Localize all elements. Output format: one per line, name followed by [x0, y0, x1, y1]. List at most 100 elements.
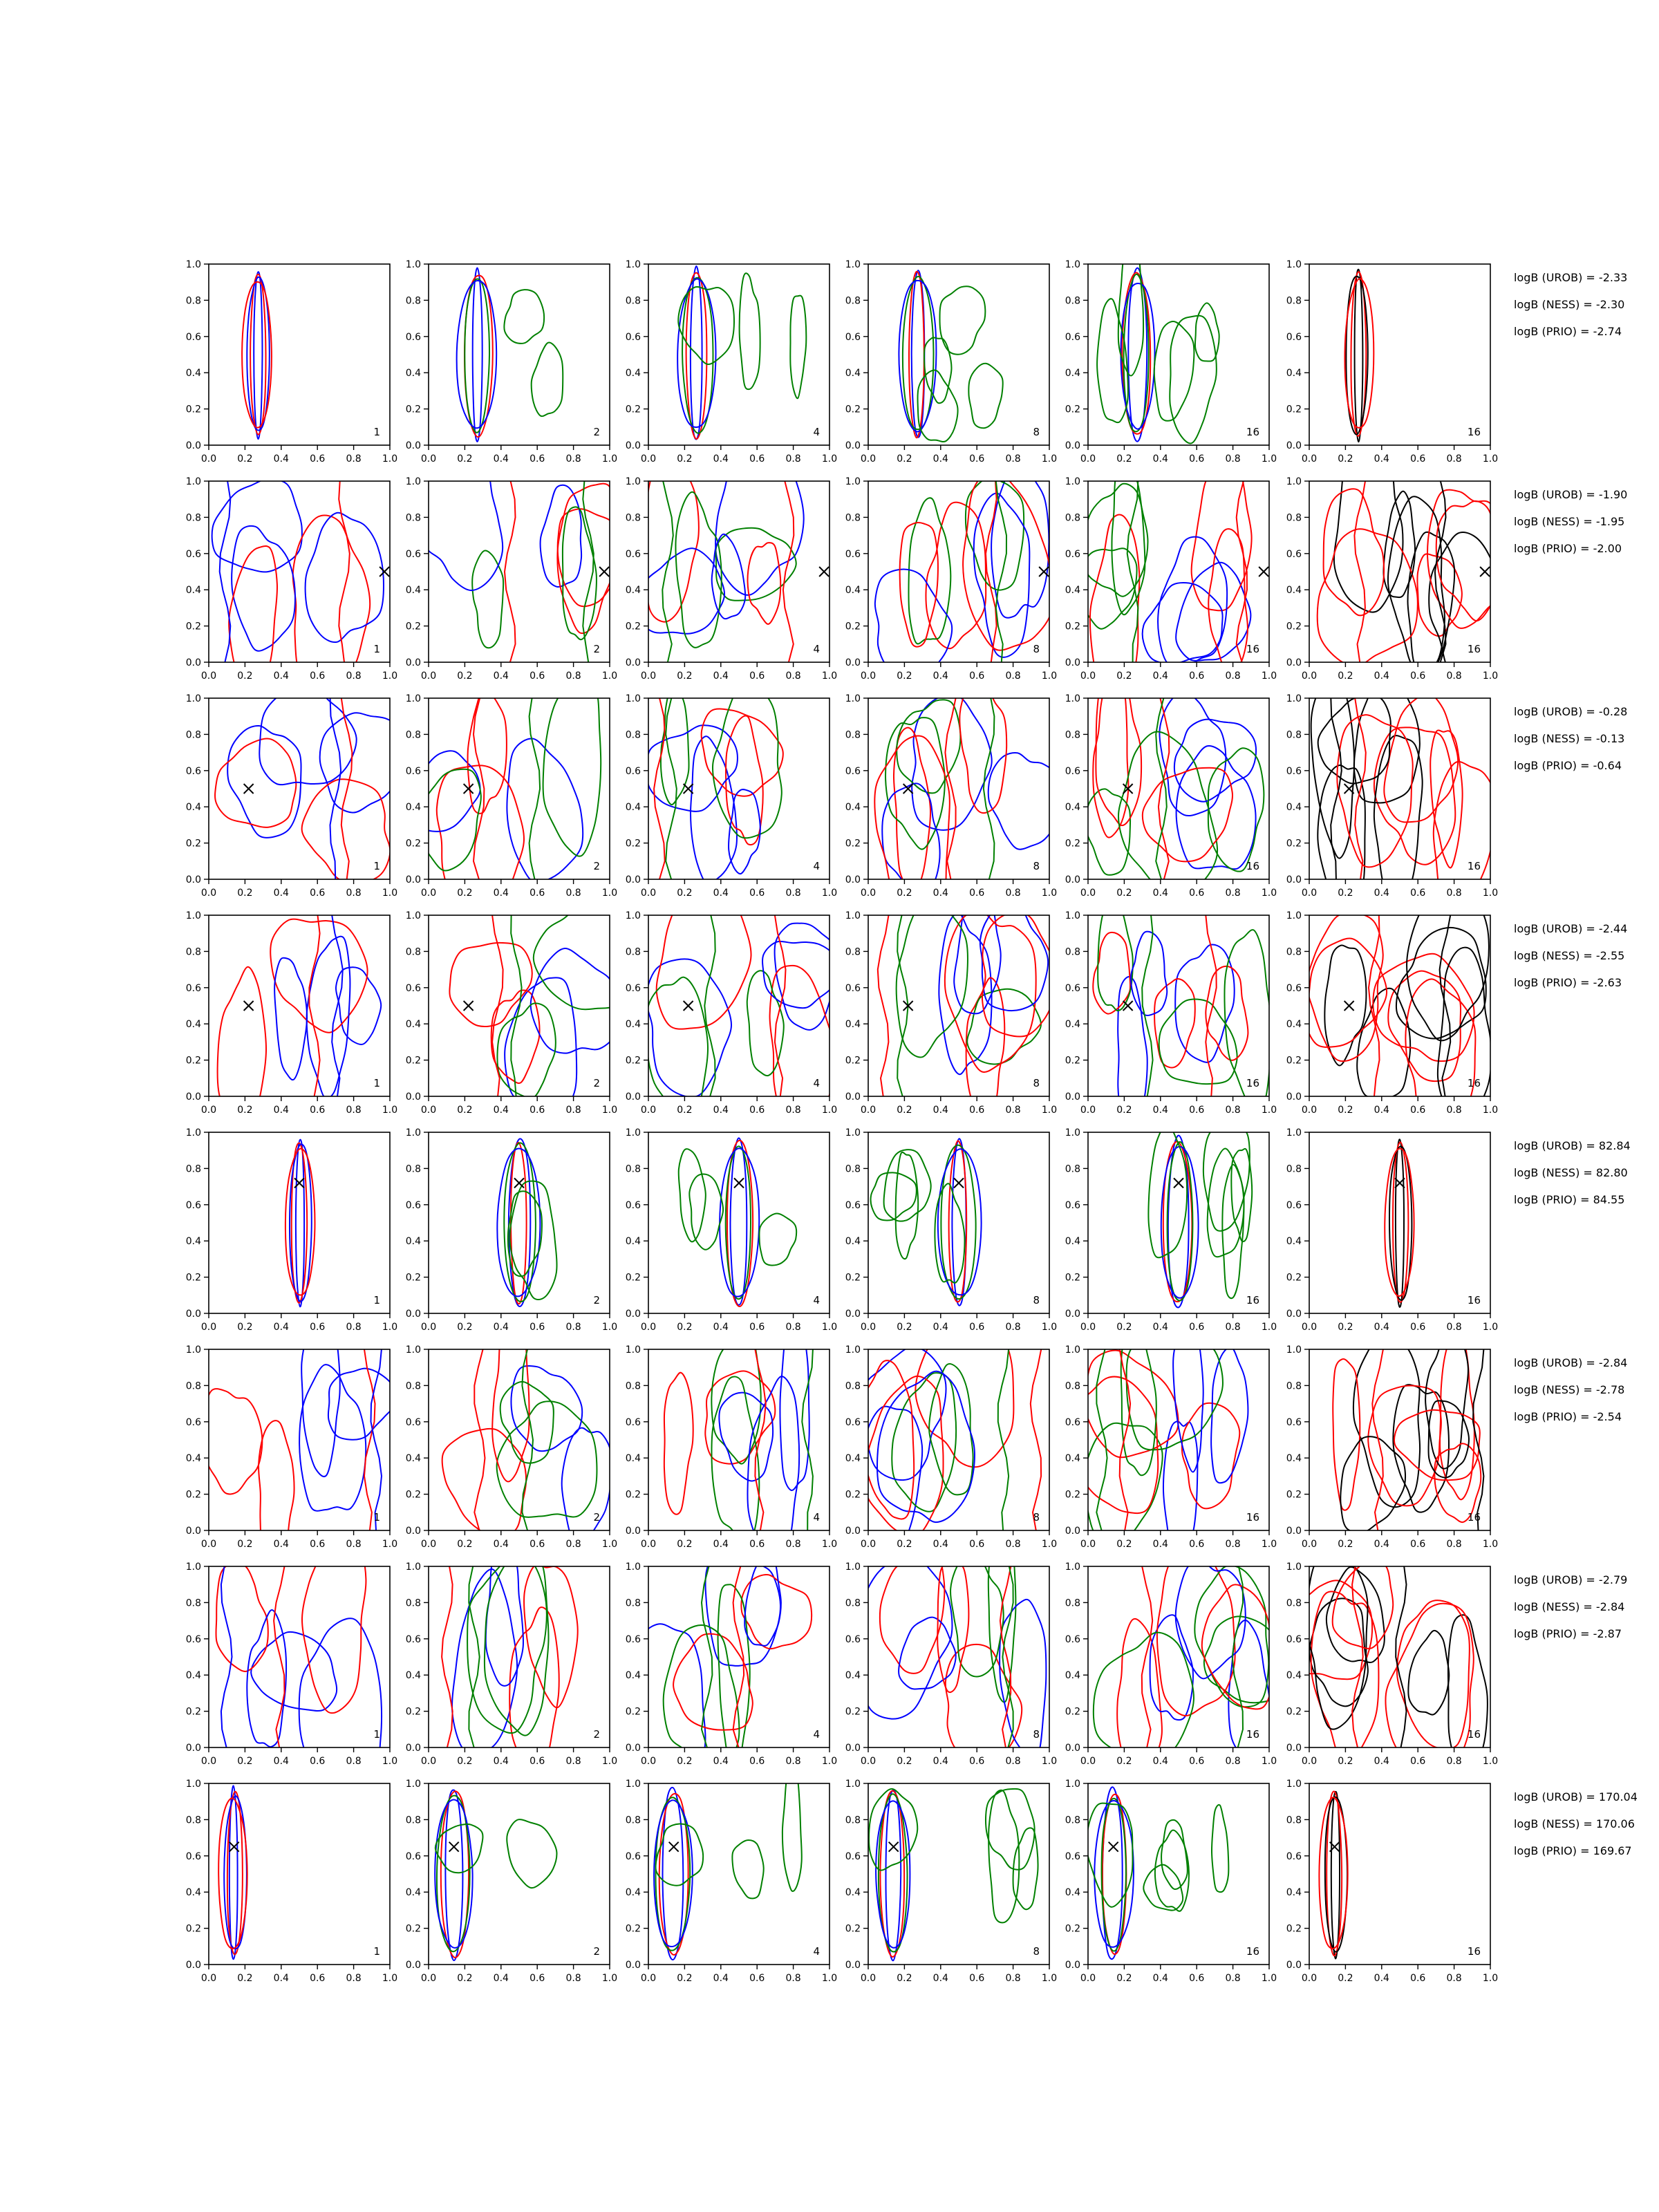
contour-line	[1317, 698, 1391, 785]
contour-line	[1201, 1584, 1269, 1710]
contour-group	[868, 1349, 1042, 1530]
x-tick-label: 0.4	[494, 453, 509, 465]
contour-line	[984, 1788, 1035, 1871]
x-tick-label: 0.0	[641, 1973, 656, 1984]
y-tick-label: 1.0	[406, 1779, 421, 1790]
y-tick-label: 0.4	[845, 1453, 861, 1464]
y-tick-label: 0.4	[186, 1453, 201, 1464]
x-tick-label: 1.0	[1042, 1105, 1057, 1116]
true-value-marker	[1038, 566, 1049, 577]
logb-stat: logB (NESS) = 170.06	[1514, 1817, 1635, 1830]
contour-line	[738, 272, 761, 391]
x-tick-label: 1.0	[382, 1105, 397, 1116]
panel: 0.00.0 0.2 0.2 0.4 0.4 0.6 0.6 0.8 0.8 1.0 1.0 4	[626, 1127, 837, 1333]
contour-line	[988, 1789, 1020, 1924]
y-tick-label: 0.2	[1065, 404, 1080, 415]
x-tick-label: 0.4	[494, 888, 509, 899]
y-tick-label: 0.0	[406, 1309, 421, 1320]
x-tick-label: 1.0	[1262, 1756, 1277, 1767]
x-tick-label: 0.8	[1225, 453, 1240, 465]
panel-label: 16	[1246, 1945, 1259, 1958]
x-tick-label: 0.6	[1410, 1973, 1425, 1984]
contour-line	[270, 918, 368, 1033]
x-tick-label: 0.2	[237, 1105, 252, 1116]
x-tick-label: 0.4	[1153, 1756, 1168, 1767]
y-tick-label: 1.0	[1065, 1127, 1080, 1138]
y-tick-label: 0.0	[1286, 440, 1302, 451]
contour-group	[898, 270, 1004, 443]
contour-line	[1367, 915, 1380, 1096]
contour-line	[653, 698, 666, 879]
x-tick-label: 0.2	[677, 671, 692, 682]
x-tick-label: 0.0	[861, 1105, 876, 1116]
contour-line	[1205, 915, 1217, 1096]
x-tick-label: 0.0	[421, 671, 436, 682]
contour-line	[897, 915, 909, 1096]
contour-line	[1391, 1141, 1409, 1303]
x-tick-label: 0.0	[1302, 1973, 1317, 1984]
logb-stat: logB (UROB) = 82.84	[1514, 1139, 1631, 1152]
y-tick-label: 0.6	[1286, 332, 1302, 343]
y-tick-label: 0.0	[1286, 1743, 1302, 1754]
contour-group	[434, 1789, 558, 1962]
contour-line	[724, 1145, 752, 1300]
y-tick-label: 1.0	[406, 1127, 421, 1138]
contour-line	[218, 1797, 248, 1949]
y-tick-label: 0.4	[406, 1670, 421, 1681]
axes-frame	[868, 697, 1050, 880]
y-tick-label: 1.0	[186, 476, 201, 487]
panel-label: 16	[1468, 426, 1481, 438]
x-tick-label: 0.8	[785, 1539, 800, 1550]
true-value-marker	[1122, 1000, 1134, 1011]
contour-line	[1161, 1819, 1188, 1890]
contour-line	[363, 1349, 376, 1530]
y-tick-label: 0.8	[845, 512, 861, 523]
contour-line	[503, 481, 516, 662]
axes-frame	[1087, 1349, 1270, 1531]
contour-line	[1154, 978, 1196, 1069]
y-tick-label: 0.4	[186, 802, 201, 813]
contour-line	[1159, 698, 1227, 817]
y-tick-label: 0.6	[1286, 1200, 1302, 1211]
x-tick-label: 0.2	[1116, 1539, 1132, 1550]
y-tick-label: 0.8	[845, 1815, 861, 1826]
panel: 0.00.0 0.2 0.2 0.4 0.4 0.6 0.6 0.8 0.8 1.0 1.0 2	[406, 1344, 617, 1550]
y-tick-label: 0.0	[845, 440, 861, 451]
true-value-marker	[228, 1841, 240, 1853]
y-tick-label: 0.0	[1065, 440, 1080, 451]
contour-line	[877, 915, 890, 1096]
y-tick-label: 0.0	[845, 1960, 861, 1971]
x-tick-label: 0.6	[749, 1322, 765, 1333]
true-value-marker	[514, 1177, 525, 1189]
y-tick-label: 0.4	[1065, 1887, 1080, 1898]
x-tick-label: 0.4	[494, 1539, 509, 1550]
contour-line	[449, 941, 533, 1027]
y-tick-label: 0.0	[1286, 1091, 1302, 1103]
true-value-marker	[668, 1841, 679, 1853]
contour-line	[507, 1190, 543, 1277]
x-tick-label: 1.0	[602, 1756, 617, 1767]
x-tick-label: 0.4	[713, 1539, 729, 1550]
x-tick-label: 0.4	[933, 453, 948, 465]
x-tick-label: 0.4	[713, 671, 729, 682]
x-tick-label: 0.2	[1116, 1105, 1132, 1116]
contour-line	[456, 280, 498, 429]
contour-line	[1235, 481, 1248, 662]
contour-line	[1173, 718, 1257, 803]
panel: 0.00.0 0.2 0.2 0.4 0.4 0.6 0.6 0.8 0.8 1.0 1.0 2	[406, 693, 617, 899]
x-tick-label: 0.0	[1080, 1105, 1096, 1116]
x-tick-label: 0.4	[713, 1973, 729, 1984]
x-tick-label: 0.8	[785, 671, 800, 682]
contour-line	[434, 1799, 474, 1949]
x-tick-label: 0.0	[641, 1322, 656, 1333]
y-tick-label: 0.0	[845, 657, 861, 668]
x-tick-label: 0.0	[1080, 1756, 1096, 1767]
contour-line	[648, 958, 733, 1096]
contour-group	[648, 915, 830, 1096]
y-tick-label: 0.8	[626, 946, 641, 957]
x-tick-label: 0.8	[1446, 453, 1461, 465]
x-tick-label: 1.0	[1483, 1756, 1498, 1767]
panel: 0.00.0 0.2 0.2 0.4 0.4 0.6 0.6 0.8 0.8 1.0 1.0 16	[1065, 910, 1277, 1116]
contour-line	[530, 341, 564, 418]
